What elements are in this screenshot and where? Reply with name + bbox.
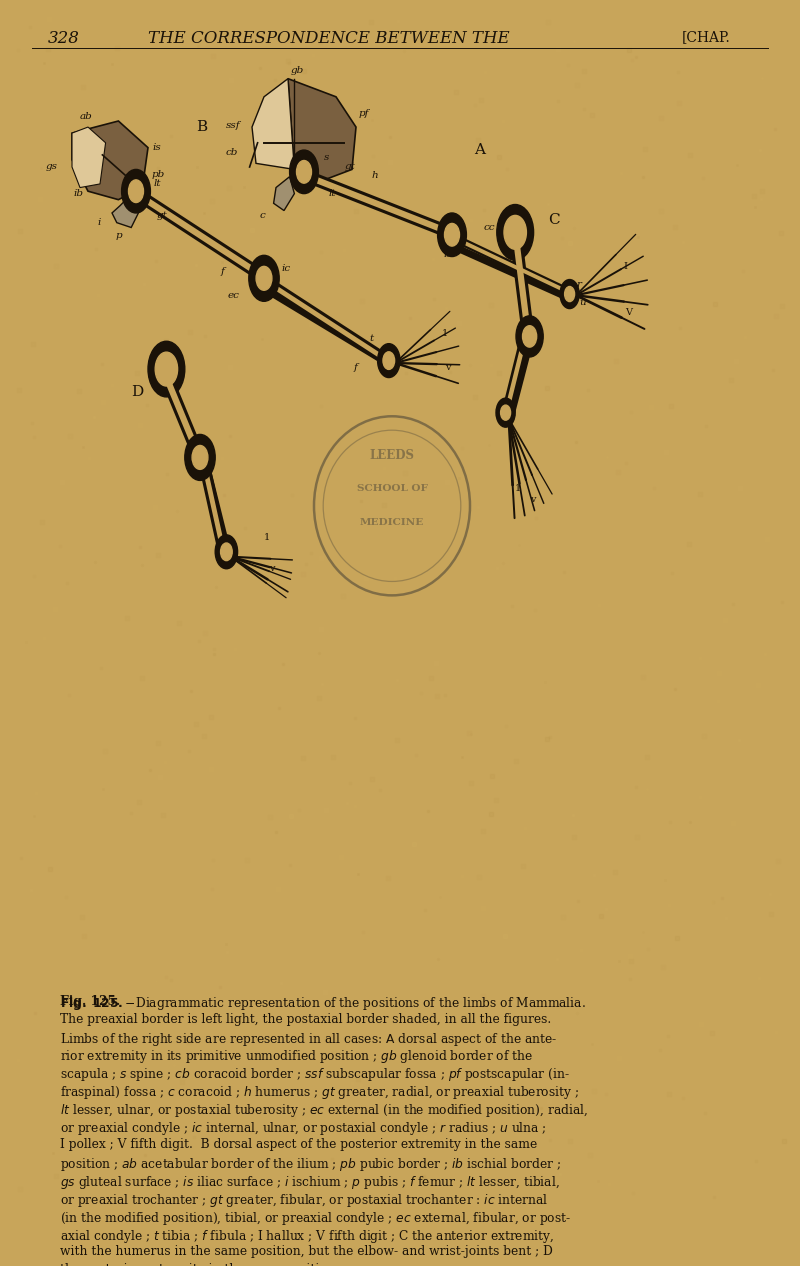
- Text: or preaxial trochanter ; $\mathit{gt}$ greater, fibular, or postaxial trochanter: or preaxial trochanter ; $\mathit{gt}$ g…: [60, 1191, 548, 1209]
- Circle shape: [249, 256, 279, 301]
- Text: pf: pf: [358, 109, 369, 118]
- Text: [CHAP.: [CHAP.: [682, 30, 730, 44]
- Circle shape: [122, 170, 150, 213]
- Text: B: B: [196, 120, 207, 134]
- Text: the posterior extremity in the same position.: the posterior extremity in the same posi…: [60, 1263, 338, 1266]
- Polygon shape: [252, 78, 294, 170]
- Text: c: c: [259, 211, 266, 220]
- Circle shape: [383, 352, 394, 370]
- Text: The preaxial border is left light, the postaxial border shaded, in all the figur: The preaxial border is left light, the p…: [60, 1013, 551, 1025]
- Circle shape: [378, 343, 400, 377]
- Circle shape: [148, 342, 185, 398]
- Text: lt: lt: [154, 180, 161, 189]
- Circle shape: [215, 534, 238, 568]
- Text: ic: ic: [282, 265, 291, 273]
- Text: pb: pb: [152, 170, 166, 179]
- Text: gb: gb: [291, 66, 304, 75]
- Text: scapula ; $\mathit{s}$ spine ; $\mathit{cb}$ coracoid border ; $\mathit{ssf}$ su: scapula ; $\mathit{s}$ spine ; $\mathit{…: [60, 1066, 570, 1084]
- Text: gt: gt: [345, 162, 356, 171]
- Text: Fig. 125.: Fig. 125.: [60, 995, 120, 1008]
- Text: (in the modified position), tibial, or preaxial condyle ; $\mathit{ec}$ external: (in the modified position), tibial, or p…: [60, 1209, 571, 1227]
- Text: p: p: [115, 232, 122, 241]
- Circle shape: [297, 161, 311, 184]
- Polygon shape: [72, 127, 106, 187]
- Text: 1: 1: [442, 329, 448, 338]
- Text: 1: 1: [515, 485, 522, 494]
- Text: ssf: ssf: [226, 122, 240, 130]
- Text: rior extremity in its primitive unmodified position ; $\mathit{gb}$ glenoid bord: rior extremity in its primitive unmodifi…: [60, 1048, 533, 1066]
- Circle shape: [192, 446, 208, 470]
- Circle shape: [129, 180, 143, 203]
- Text: or preaxial condyle ; $\mathit{ic}$ internal, ulnar, or postaxial condyle ; $\ma: or preaxial condyle ; $\mathit{ic}$ inte…: [60, 1120, 547, 1137]
- Circle shape: [522, 325, 537, 347]
- Text: u: u: [579, 298, 586, 308]
- Text: ic: ic: [443, 249, 453, 258]
- Text: r: r: [576, 280, 581, 289]
- Text: v: v: [446, 363, 450, 372]
- Text: is: is: [152, 143, 161, 152]
- Text: v: v: [530, 495, 535, 504]
- Text: I pollex ; V fifth digit.  B dorsal aspect of the posterior extremity in the sam: I pollex ; V fifth digit. B dorsal aspec…: [60, 1138, 538, 1151]
- Text: h: h: [371, 171, 378, 180]
- Text: $\mathbf{Fig.\ 125.}$$\mathrm{-}$Diagrammatic representation of the positions of: $\mathbf{Fig.\ 125.}$$\mathrm{-}$Diagram…: [60, 995, 586, 1012]
- Text: V: V: [626, 308, 632, 316]
- Circle shape: [560, 280, 579, 309]
- Text: SCHOOL OF: SCHOOL OF: [357, 485, 427, 494]
- Text: gs: gs: [46, 162, 58, 171]
- Circle shape: [155, 352, 178, 386]
- Polygon shape: [274, 177, 294, 210]
- Circle shape: [497, 205, 534, 261]
- Circle shape: [516, 315, 543, 357]
- Text: lt: lt: [328, 189, 336, 197]
- Polygon shape: [72, 122, 148, 200]
- Circle shape: [504, 215, 526, 249]
- Circle shape: [290, 151, 318, 194]
- Text: fraspinal) fossa ; $\mathit{c}$ coracoid ; $\mathit{h}$ humerus ; $\mathit{gt}$ : fraspinal) fossa ; $\mathit{c}$ coracoid…: [60, 1084, 579, 1101]
- Text: LEEDS: LEEDS: [370, 448, 414, 462]
- Text: $\mathit{lt}$ lesser, ulnar, or postaxial tuberosity ; $\mathit{ec}$ external (i: $\mathit{lt}$ lesser, ulnar, or postaxia…: [60, 1103, 588, 1119]
- Polygon shape: [112, 191, 141, 228]
- Text: 1: 1: [264, 533, 270, 542]
- Text: with the humerus in the same position, but the elbow- and wrist-joints bent ; D: with the humerus in the same position, b…: [60, 1246, 553, 1258]
- Circle shape: [221, 543, 232, 561]
- Circle shape: [501, 405, 510, 420]
- Text: I: I: [624, 262, 628, 271]
- Text: C: C: [548, 213, 559, 227]
- Text: D: D: [131, 385, 144, 399]
- Text: t: t: [369, 334, 374, 343]
- Text: ec: ec: [228, 291, 239, 300]
- Text: s: s: [324, 153, 329, 162]
- Text: f: f: [221, 267, 224, 276]
- Circle shape: [496, 398, 515, 427]
- Circle shape: [565, 286, 574, 301]
- Text: A: A: [474, 143, 486, 157]
- Circle shape: [445, 223, 459, 246]
- Text: THE CORRESPONDENCE BETWEEN THE: THE CORRESPONDENCE BETWEEN THE: [148, 30, 510, 47]
- Text: 328: 328: [48, 30, 80, 47]
- Circle shape: [438, 213, 466, 257]
- Text: Limbs of the right side are represented in all cases: $\mathrm{A}$ dorsal aspect: Limbs of the right side are represented …: [60, 1031, 558, 1047]
- Text: MEDICINE: MEDICINE: [360, 518, 424, 527]
- Text: cb: cb: [226, 148, 238, 157]
- Text: ib: ib: [74, 189, 83, 197]
- Text: i: i: [98, 218, 101, 227]
- Text: $\mathit{gs}$ gluteal surface ; $\mathit{is}$ iliac surface ; $\mathit{i}$ ischi: $\mathit{gs}$ gluteal surface ; $\mathit…: [60, 1174, 560, 1191]
- Circle shape: [185, 434, 215, 480]
- Text: f: f: [354, 363, 358, 372]
- Text: ab: ab: [80, 111, 93, 120]
- Text: position ; $\mathit{ab}$ acetabular border of the ilium ; $\mathit{pb}$ pubic bo: position ; $\mathit{ab}$ acetabular bord…: [60, 1156, 562, 1172]
- Polygon shape: [288, 78, 356, 181]
- Text: gt: gt: [157, 211, 167, 220]
- Circle shape: [256, 266, 272, 290]
- Text: v: v: [270, 565, 274, 573]
- Text: cc: cc: [484, 223, 495, 232]
- Text: axial condyle ; $\mathit{t}$ tibia ; $\mathit{f}$ fibula ; I hallux ; V fifth di: axial condyle ; $\mathit{t}$ tibia ; $\m…: [60, 1228, 554, 1244]
